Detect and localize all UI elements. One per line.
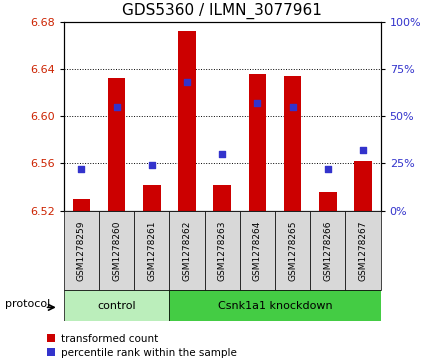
Bar — [240, 211, 275, 290]
Bar — [284, 76, 301, 211]
Bar — [275, 211, 310, 290]
Bar — [169, 211, 205, 290]
Text: GSM1278266: GSM1278266 — [323, 220, 332, 281]
Point — [78, 166, 85, 172]
Text: GSM1278263: GSM1278263 — [218, 220, 227, 281]
Bar — [249, 74, 266, 211]
Bar — [64, 211, 99, 290]
Text: GSM1278262: GSM1278262 — [183, 220, 191, 281]
Point — [183, 79, 191, 85]
Text: GSM1278265: GSM1278265 — [288, 220, 297, 281]
Point — [289, 104, 296, 110]
Text: protocol: protocol — [5, 299, 50, 309]
Text: GSM1278260: GSM1278260 — [112, 220, 121, 281]
Point — [113, 104, 120, 110]
Legend: transformed count, percentile rank within the sample: transformed count, percentile rank withi… — [47, 334, 236, 358]
Bar — [319, 192, 337, 211]
Text: control: control — [97, 301, 136, 311]
Bar — [143, 184, 161, 211]
Title: GDS5360 / ILMN_3077961: GDS5360 / ILMN_3077961 — [122, 3, 322, 19]
Point — [219, 151, 226, 157]
Bar — [64, 290, 169, 321]
Text: Csnk1a1 knockdown: Csnk1a1 knockdown — [218, 301, 332, 311]
Bar — [169, 290, 381, 321]
Bar — [108, 78, 125, 211]
Point — [324, 166, 331, 172]
Bar — [310, 211, 345, 290]
Bar — [205, 211, 240, 290]
Bar — [99, 211, 134, 290]
Point — [148, 162, 155, 168]
Bar — [354, 161, 372, 211]
Bar — [345, 211, 381, 290]
Bar — [73, 199, 90, 211]
Bar — [213, 184, 231, 211]
Bar — [178, 31, 196, 211]
Point — [254, 100, 261, 106]
Text: GSM1278264: GSM1278264 — [253, 220, 262, 281]
Text: GSM1278259: GSM1278259 — [77, 220, 86, 281]
Text: GSM1278267: GSM1278267 — [359, 220, 367, 281]
Point — [359, 147, 367, 153]
Text: GSM1278261: GSM1278261 — [147, 220, 156, 281]
Bar — [134, 211, 169, 290]
